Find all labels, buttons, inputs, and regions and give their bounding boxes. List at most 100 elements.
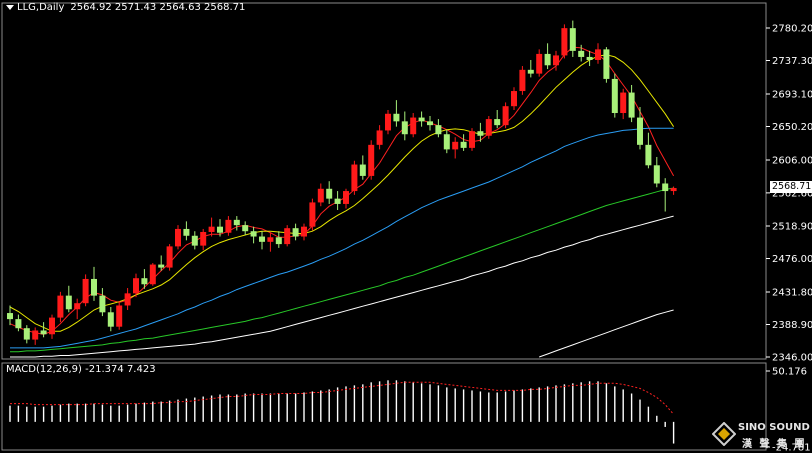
candle — [637, 106, 643, 150]
logo-text-en: SINO SOUND — [738, 422, 810, 433]
price-tick-label: 2780.20 — [772, 24, 812, 35]
candle-body — [536, 53, 543, 74]
candle-body — [242, 225, 249, 232]
candle-body — [200, 231, 207, 246]
sino-sound-logo: SINO SOUND 漢 聲 集 團 — [712, 420, 810, 450]
logo-text-cn: 漢 聲 集 團 — [742, 439, 807, 450]
candle-body — [317, 188, 324, 203]
candle — [82, 274, 89, 307]
macd-signal-value: 7.423 — [126, 364, 156, 375]
candle-body — [250, 231, 257, 237]
moving-average-lines — [9, 46, 675, 358]
candle-body — [393, 113, 400, 122]
candle — [149, 263, 156, 286]
price-tick-label: 2606.00 — [772, 155, 812, 166]
candle — [553, 50, 559, 71]
candle-body — [410, 117, 417, 135]
candle — [611, 73, 618, 118]
candle-body — [502, 106, 509, 126]
candle-body — [494, 119, 501, 126]
candle-body — [452, 141, 459, 150]
candle — [166, 244, 173, 271]
candle — [191, 231, 198, 250]
macd-label: MACD(12,26,9) — [6, 364, 82, 375]
candle — [183, 221, 190, 241]
low-value: 2564.63 — [159, 2, 201, 13]
candle-body — [460, 141, 467, 148]
candle — [141, 269, 148, 289]
symbol-label: LLG,Daily — [17, 2, 65, 13]
candle — [242, 221, 249, 236]
candle — [569, 20, 576, 57]
candle — [309, 198, 316, 231]
candle-body — [107, 312, 114, 327]
candle — [494, 109, 501, 129]
candle-body — [166, 246, 173, 268]
candle-body — [653, 165, 660, 184]
price-tick-label: 2518.90 — [772, 221, 812, 232]
ma-line-ma250 — [539, 309, 674, 358]
dropdown-triangle-icon[interactable] — [6, 4, 14, 10]
candle-body — [309, 202, 316, 227]
candle — [527, 59, 534, 78]
candle — [124, 288, 131, 311]
candle — [208, 217, 215, 237]
diamond-logo-icon — [712, 422, 736, 446]
candle-body — [301, 226, 307, 237]
candle — [217, 219, 223, 237]
candle-body — [116, 305, 123, 327]
candle — [418, 111, 425, 127]
candle-body — [637, 117, 643, 145]
candle-body — [217, 226, 223, 233]
candle — [561, 24, 568, 59]
candle-body — [7, 313, 13, 320]
candle-body — [57, 295, 64, 318]
candle-body — [343, 191, 349, 204]
candle — [645, 132, 652, 169]
candle — [91, 266, 97, 301]
candle-body — [326, 188, 333, 199]
candle — [460, 134, 467, 151]
candle-body — [175, 228, 181, 247]
candle-body — [292, 228, 299, 237]
candle — [284, 225, 291, 247]
candle — [578, 44, 585, 62]
candle-body — [401, 121, 408, 135]
macd-main-value: -21.374 — [85, 364, 124, 375]
candle — [351, 160, 358, 195]
candle — [23, 325, 30, 344]
candle-body — [469, 131, 475, 148]
candle-body — [65, 295, 72, 310]
candle — [259, 231, 265, 250]
price-tick-label: 2650.20 — [772, 122, 812, 133]
candle — [628, 84, 635, 123]
candle — [485, 116, 492, 139]
candle — [536, 49, 543, 77]
candle-body — [519, 69, 526, 92]
candle — [334, 191, 341, 211]
candle-body — [124, 293, 131, 306]
candle — [292, 223, 299, 241]
candle — [57, 291, 64, 323]
ma-line-ma5 — [9, 46, 675, 335]
candle — [107, 306, 114, 332]
current-price-tag: 2568.71 — [770, 181, 812, 193]
candle-body — [477, 131, 484, 136]
candle — [74, 298, 81, 320]
candle — [620, 88, 627, 120]
macd-tick-label: 50.176 — [772, 367, 807, 378]
candle-body — [595, 49, 601, 60]
candle — [32, 327, 39, 345]
candle-body — [645, 144, 652, 166]
ma-line-ma60 — [10, 187, 674, 353]
candle — [586, 50, 593, 67]
candle-body — [225, 219, 232, 233]
candlesticks — [7, 20, 677, 345]
candle — [175, 225, 181, 250]
macd-panel — [9, 380, 675, 444]
candle — [343, 188, 349, 209]
candle-body — [544, 53, 551, 66]
candle-body — [267, 237, 274, 242]
candle — [410, 113, 417, 138]
candle-body — [91, 278, 97, 296]
